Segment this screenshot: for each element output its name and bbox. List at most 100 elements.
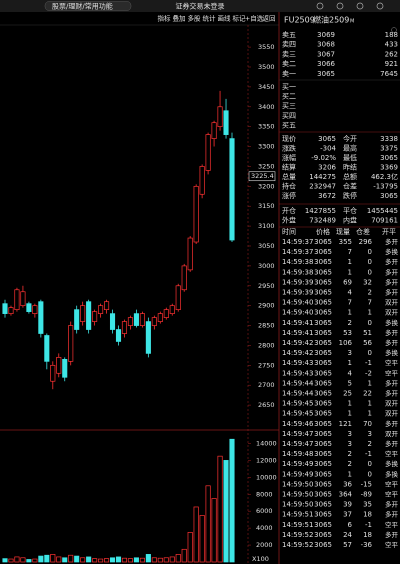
search-box[interactable]	[44, 1, 132, 11]
ask-price: 3066	[317, 60, 335, 68]
trade-cell: 0	[368, 460, 372, 468]
toolbar-item[interactable]: +自选	[245, 14, 264, 23]
candle-body	[205, 134, 211, 171]
trade-cell: 3065	[314, 501, 332, 509]
volume-bar	[217, 455, 223, 563]
trade-cell: 7	[348, 248, 352, 256]
trade-cell: 0	[368, 268, 372, 276]
ask-volume: 262	[385, 50, 398, 58]
candle-body	[139, 313, 145, 326]
trade-cell: 多开	[385, 510, 399, 519]
candle-body	[151, 317, 157, 326]
quote-value: 3672	[318, 192, 336, 200]
trade-cell: 2	[368, 440, 372, 448]
volume-bar	[193, 506, 199, 563]
trade-cell: 3	[348, 430, 352, 438]
quote-label: 结算	[282, 163, 296, 172]
quote-label: 仓差	[343, 182, 357, 191]
quote-label: 跌停	[343, 191, 357, 200]
y-tick-label: 2750	[258, 361, 275, 369]
y-tick-label: 3500	[258, 63, 275, 71]
trade-cell: 空平	[385, 449, 399, 458]
trade-cell: 25	[343, 390, 352, 398]
toolbar-item[interactable]: 指标	[158, 14, 172, 23]
icon[interactable]	[356, 2, 364, 10]
trade-cell: 14:59:41	[282, 329, 313, 337]
trade-cell: 53	[343, 329, 352, 337]
trade-cell: 3065	[314, 359, 332, 367]
candle-body	[32, 305, 38, 314]
candle-body	[193, 185, 199, 243]
quote-value: 3065	[380, 154, 398, 162]
trade-cell: 多开	[385, 530, 399, 539]
trade-cell: 3065	[314, 369, 332, 377]
y-tick-label: 2800	[258, 341, 275, 349]
trade-cell: 14:59:39	[282, 278, 313, 286]
trade-cell: 14:59:50	[282, 491, 313, 499]
quote-label: 涨停	[282, 191, 296, 200]
trade-cell: 14:59:40	[282, 309, 313, 317]
icon[interactable]	[376, 2, 384, 10]
candle-body	[175, 285, 181, 310]
trade-cell: 多开	[385, 237, 399, 246]
volume-bar	[26, 559, 32, 563]
ask-volume: 921	[385, 60, 398, 68]
y-tick-label: 2700	[258, 381, 275, 389]
trade-cell: 双开	[385, 410, 399, 418]
trade-cell: 3065	[314, 470, 332, 478]
ask-label: 卖三	[282, 50, 296, 58]
y-tick-label: 3250	[258, 162, 275, 170]
candle-body	[133, 313, 139, 326]
toolbar-item[interactable]: 画线	[218, 14, 232, 23]
toolbar-item[interactable]: 返回	[263, 15, 276, 23]
trade-cell: 1	[348, 268, 352, 276]
toolbar-item[interactable]: 叠加	[173, 14, 186, 23]
volume-bar	[229, 438, 235, 563]
quote-label: 总量	[282, 172, 296, 181]
y-tick-label: 2900	[258, 302, 275, 310]
quote-value: 1455445	[367, 207, 398, 215]
trade-cell: 1	[348, 470, 352, 478]
quote-value: -9.02%	[311, 154, 336, 162]
volume-bar	[163, 557, 169, 563]
trade-cell: 空平	[385, 358, 399, 367]
candle-body	[2, 303, 8, 314]
toolbar-item[interactable]: 统计	[203, 14, 217, 23]
trade-cell: 双开	[385, 299, 399, 307]
volume-bar	[109, 557, 116, 563]
trade-cell: 3065	[314, 430, 332, 438]
trade-cell: 0	[368, 349, 372, 357]
v-tick-label: 6000	[256, 507, 273, 515]
toolbar-item[interactable]: 多股	[188, 14, 202, 23]
trade-cell: 多开	[385, 378, 399, 387]
candle-body	[211, 122, 217, 139]
trade-cell: 3065	[314, 420, 332, 428]
trade-cell: 22	[363, 390, 372, 398]
trade-cell: 14:59:47	[282, 430, 313, 438]
y-tick-label: 2650	[258, 401, 275, 409]
trade-cell: 14:59:47	[282, 440, 313, 448]
y-tick-label: 3000	[258, 262, 275, 270]
quote-value: 232947	[309, 183, 336, 191]
toolbar-item[interactable]: 标记	[233, 14, 247, 23]
trade-cell: 多换	[385, 247, 399, 256]
trade-cell: 14:59:50	[282, 501, 313, 509]
icon[interactable]	[336, 2, 344, 10]
trade-cell: 14:59:50	[282, 480, 313, 488]
status-text: 证券交易未登录	[176, 2, 225, 11]
trade-cell: 空平	[385, 368, 399, 377]
candle-body	[199, 166, 205, 195]
volume-bar	[104, 558, 110, 563]
icon[interactable]	[391, 27, 397, 33]
trade-cell: 18	[363, 511, 372, 519]
ask-label: 卖五	[282, 31, 296, 39]
volume-bar	[80, 557, 86, 563]
trade-cell: 双开	[385, 400, 399, 408]
volume-bar	[50, 554, 56, 563]
trade-cell: 3065	[314, 278, 332, 286]
trade-cell: 3065	[314, 400, 332, 408]
icon[interactable]	[316, 2, 324, 10]
instrument-badge: M	[350, 19, 354, 25]
trade-cell: 14:59:45	[282, 400, 313, 408]
volume-bar	[115, 556, 122, 563]
